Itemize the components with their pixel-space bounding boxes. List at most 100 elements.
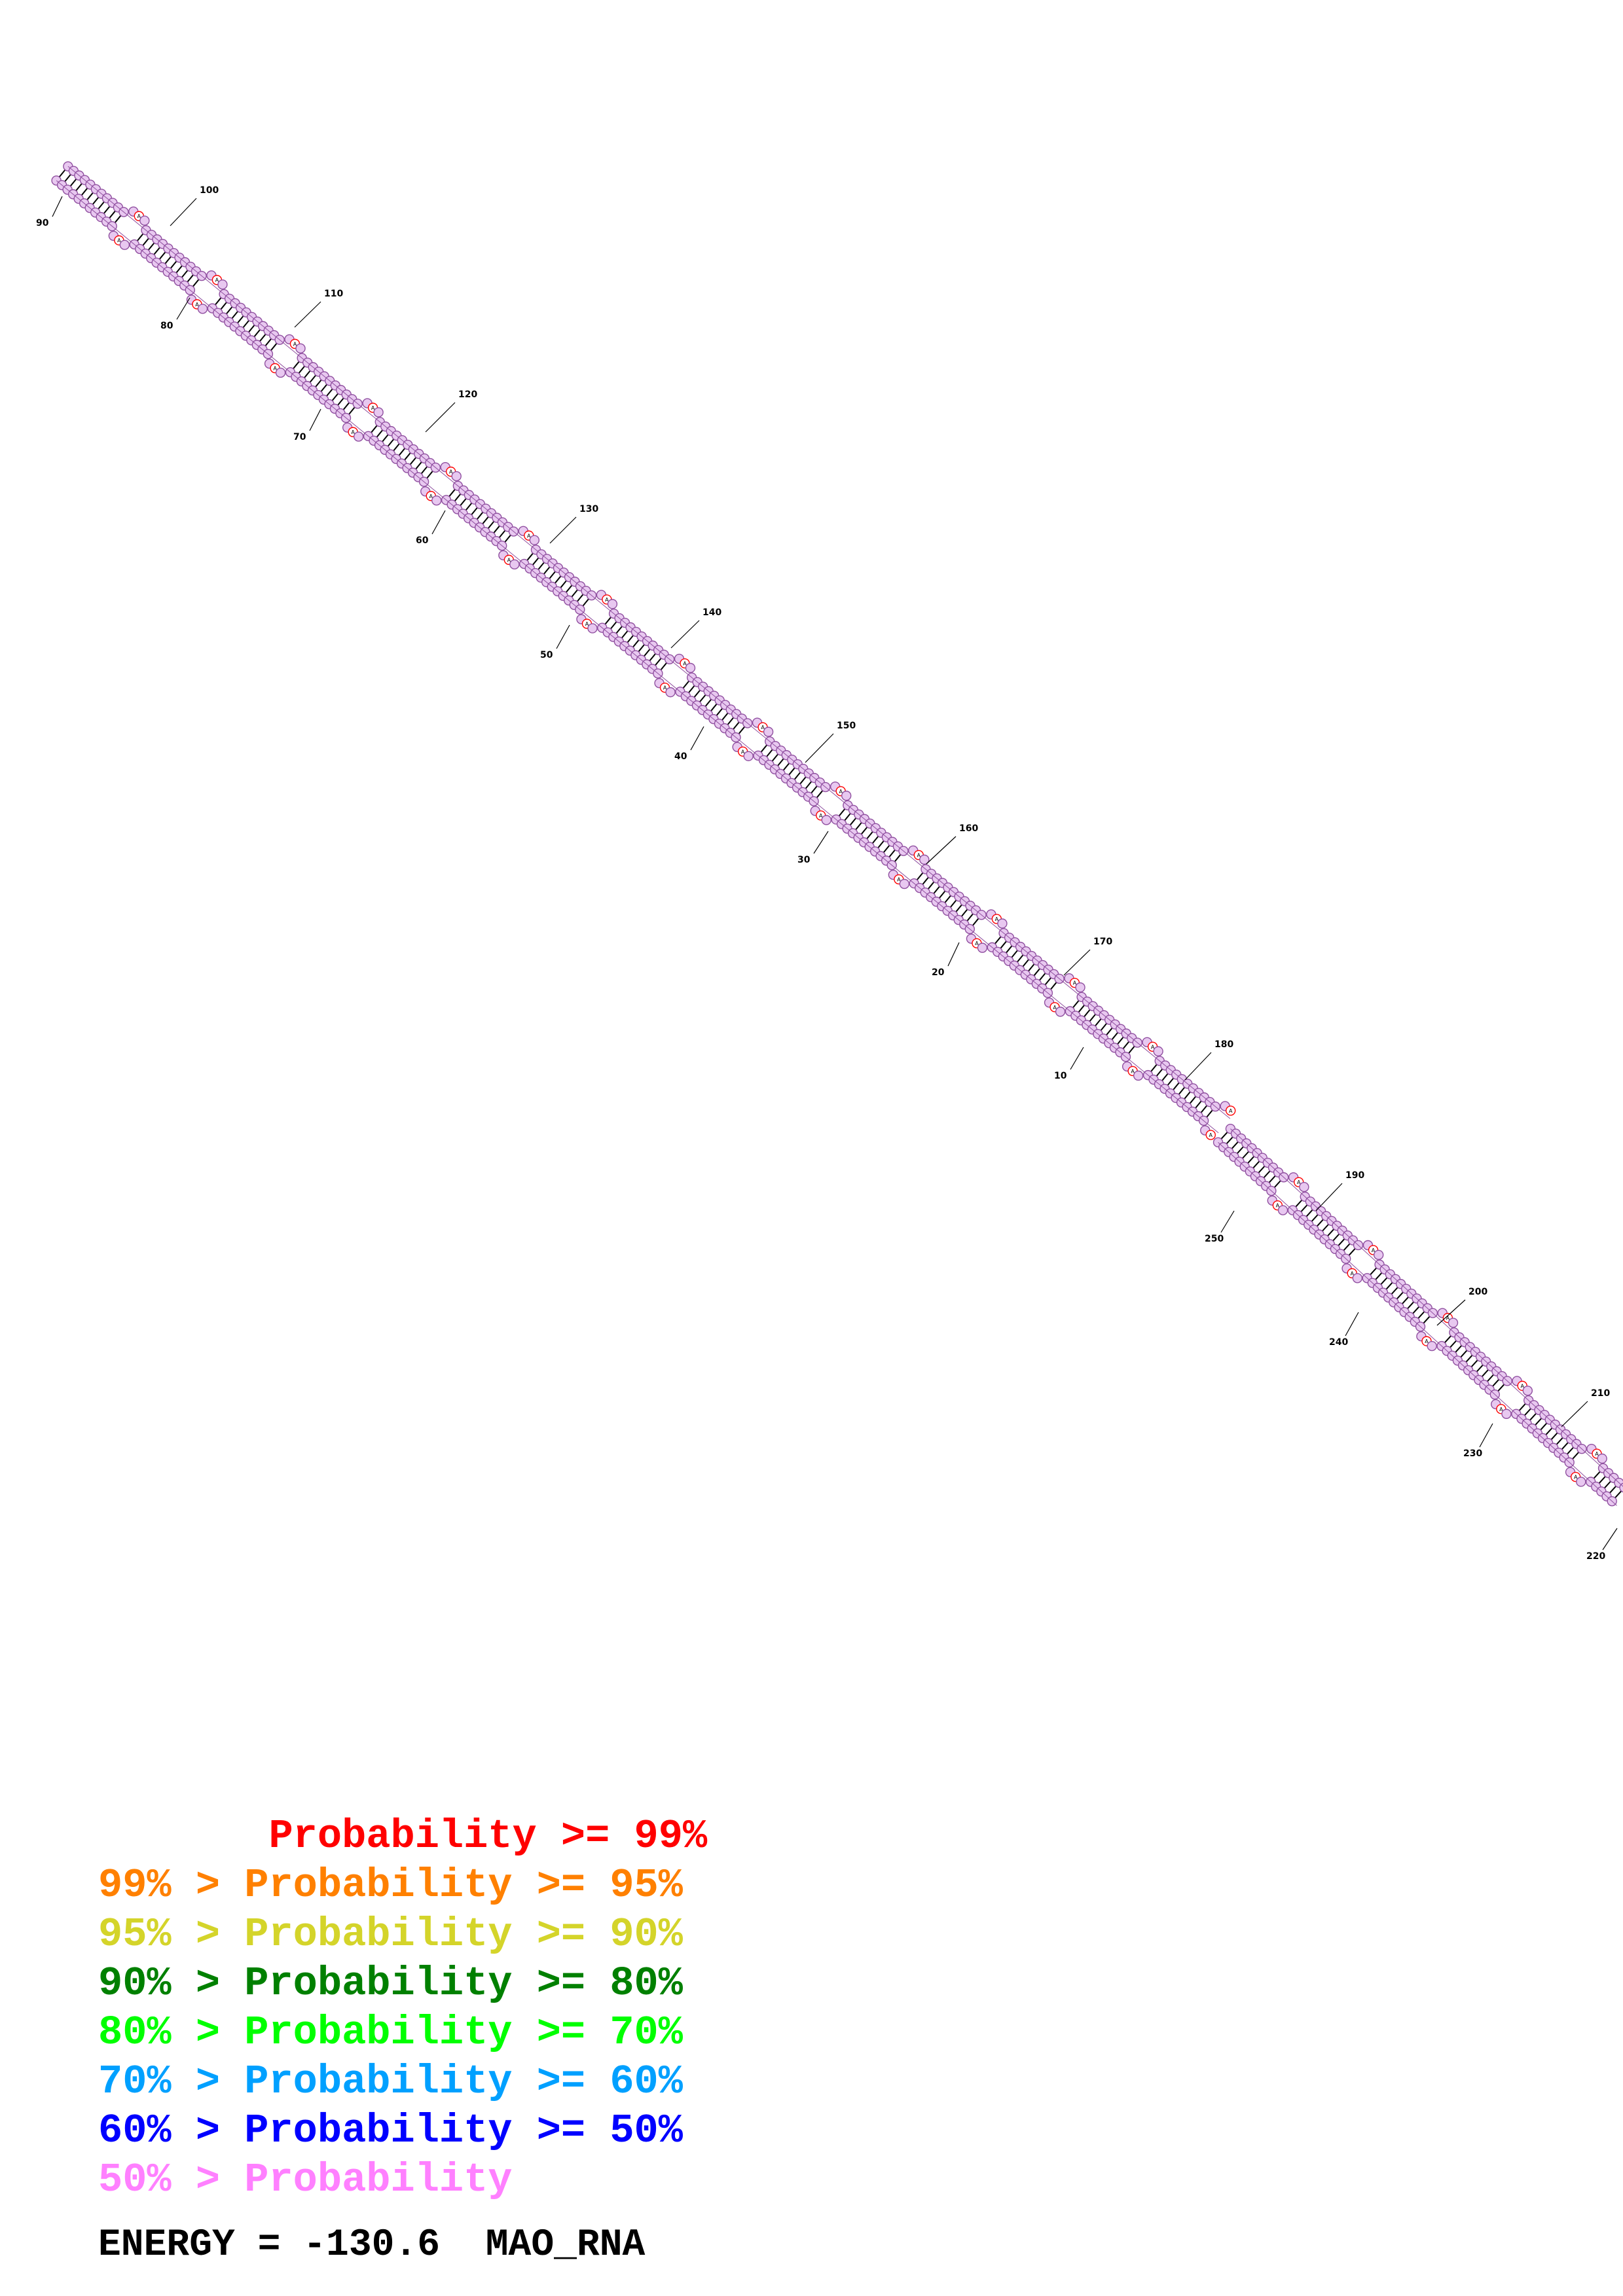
legend-row: 50% > Probability <box>98 2155 707 2204</box>
unpaired-base-label: A <box>1229 1108 1233 1114</box>
nucleotide <box>1373 1249 1384 1261</box>
nucleotide <box>1448 1318 1459 1328</box>
nucleotide <box>451 471 462 482</box>
legend-row: 90% > Probability >= 80% <box>98 1959 707 2008</box>
unpaired-base-label: A <box>429 493 433 499</box>
nucleotide <box>1153 1046 1163 1056</box>
position-label: 180 <box>1214 1039 1233 1050</box>
position-leader-line <box>1561 1401 1588 1427</box>
unpaired-base-label: A <box>351 429 355 435</box>
unpaired-base-label: A <box>605 597 609 603</box>
legend-label: Probability <box>244 2157 513 2203</box>
position-leader-line <box>1184 1052 1212 1081</box>
position-label: 120 <box>458 389 477 400</box>
legend-row: 99% > Probability >= 95% <box>98 1861 707 1910</box>
nucleotide <box>919 854 930 865</box>
nucleotide <box>217 279 228 290</box>
nucleotide <box>431 495 442 506</box>
position-label: 40 <box>674 751 687 762</box>
rna-secondary-structure-diagram: A A A A A A A A A A A A A A A A A A A A A A A A A A A A A A A A A A A A A A A A… <box>36 161 1623 1562</box>
nucleotide <box>373 407 384 418</box>
nucleotide <box>1277 1205 1288 1215</box>
legend-prefix: 70% > <box>98 2058 245 2105</box>
legend-prefix <box>98 1813 268 1859</box>
backbone-strand <box>67 166 1231 1119</box>
position-leader-line <box>1479 1423 1493 1448</box>
position-leader-line <box>690 726 704 751</box>
unpaired-base-label: A <box>1574 1475 1578 1480</box>
legend-label: Probability >= 95% <box>244 1862 683 1909</box>
unpaired-base-label: A <box>1350 1270 1354 1276</box>
unpaired-base-label: A <box>1151 1044 1155 1050</box>
legend-row: 95% > Probability >= 90% <box>98 1910 707 1959</box>
position-leader-line <box>1436 1299 1466 1326</box>
unpaired-base-label: A <box>1372 1247 1376 1253</box>
nucleotide <box>685 662 696 673</box>
legend-prefix: 90% > <box>98 1960 245 2007</box>
legend-prefix: 99% > <box>98 1862 245 1909</box>
unpaired-base-label: A <box>897 877 901 883</box>
unpaired-base-label: A <box>917 852 921 858</box>
nucleotide <box>763 726 774 737</box>
unpaired-base-label: A <box>1446 1316 1450 1321</box>
position-leader-line <box>176 297 191 320</box>
unpaired-base-label: A <box>683 661 687 667</box>
position-label: 110 <box>324 289 343 299</box>
position-leader-line <box>947 942 960 967</box>
unpaired-base-label: A <box>117 238 121 243</box>
position-label: 200 <box>1468 1287 1487 1297</box>
unpaired-base-label: A <box>1425 1338 1429 1344</box>
position-label: 10 <box>1054 1071 1067 1081</box>
nucleotide <box>841 791 852 801</box>
legend-label: Probability >= 90% <box>244 1911 683 1958</box>
position-label: 80 <box>160 321 173 331</box>
position-leader-line <box>1345 1312 1359 1336</box>
position-label: 220 <box>1586 1551 1605 1562</box>
position-leader-line <box>294 301 321 328</box>
unpaired-base-label: A <box>1297 1179 1301 1185</box>
position-label: 70 <box>293 432 306 442</box>
nucleotide <box>119 240 130 250</box>
position-leader-line <box>170 198 197 226</box>
legend-prefix: 80% > <box>98 2009 245 2056</box>
position-label: 230 <box>1463 1448 1482 1459</box>
nucleotide <box>509 559 520 570</box>
unpaired-base-label: A <box>819 813 823 819</box>
position-leader-line <box>926 836 957 865</box>
legend-row: 60% > Probability >= 50% <box>98 2106 707 2155</box>
nucleotide <box>977 942 988 953</box>
legend-prefix: 50% > <box>98 2157 245 2203</box>
energy-footer: ENERGY = -130.6 MAO_RNA <box>98 2224 645 2267</box>
position-label: 240 <box>1329 1337 1348 1348</box>
position-leader-line <box>1220 1210 1235 1233</box>
nucleotide <box>743 751 754 761</box>
position-label: 60 <box>416 535 429 546</box>
legend-label: Probability >= 99% <box>268 1813 708 1859</box>
position-leader-line <box>431 510 446 535</box>
position-leader-line <box>1315 1183 1343 1211</box>
legend-label: Probability >= 50% <box>244 2108 683 2154</box>
unpaired-base-label: A <box>1073 980 1077 986</box>
nucleotide <box>899 878 910 889</box>
nucleotide <box>295 343 306 354</box>
nucleotide <box>607 599 618 609</box>
unpaired-base-label: A <box>507 557 511 563</box>
position-label: 130 <box>579 504 598 514</box>
nucleotide <box>1075 982 1085 993</box>
nucleotide <box>1205 1130 1216 1140</box>
position-label: 150 <box>837 721 856 731</box>
backbone-strand <box>1230 1128 1623 1487</box>
position-leader-line <box>309 408 321 431</box>
position-leader-line <box>425 402 456 433</box>
nucleotide <box>821 815 831 825</box>
position-leader-line <box>556 624 570 649</box>
legend-label: Probability >= 80% <box>244 1960 683 2007</box>
unpaired-base-label: A <box>195 302 199 308</box>
probability-legend: Probability >= 99% 99% > Probability >= 9… <box>98 1812 707 2204</box>
unpaired-base-label: A <box>1276 1203 1280 1209</box>
unpaired-base-label: A <box>1053 1005 1057 1011</box>
nucleotide <box>665 687 676 698</box>
unpaired-base-label: A <box>585 621 589 627</box>
nucleotide <box>1299 1181 1309 1193</box>
position-leader-line <box>1602 1528 1618 1551</box>
